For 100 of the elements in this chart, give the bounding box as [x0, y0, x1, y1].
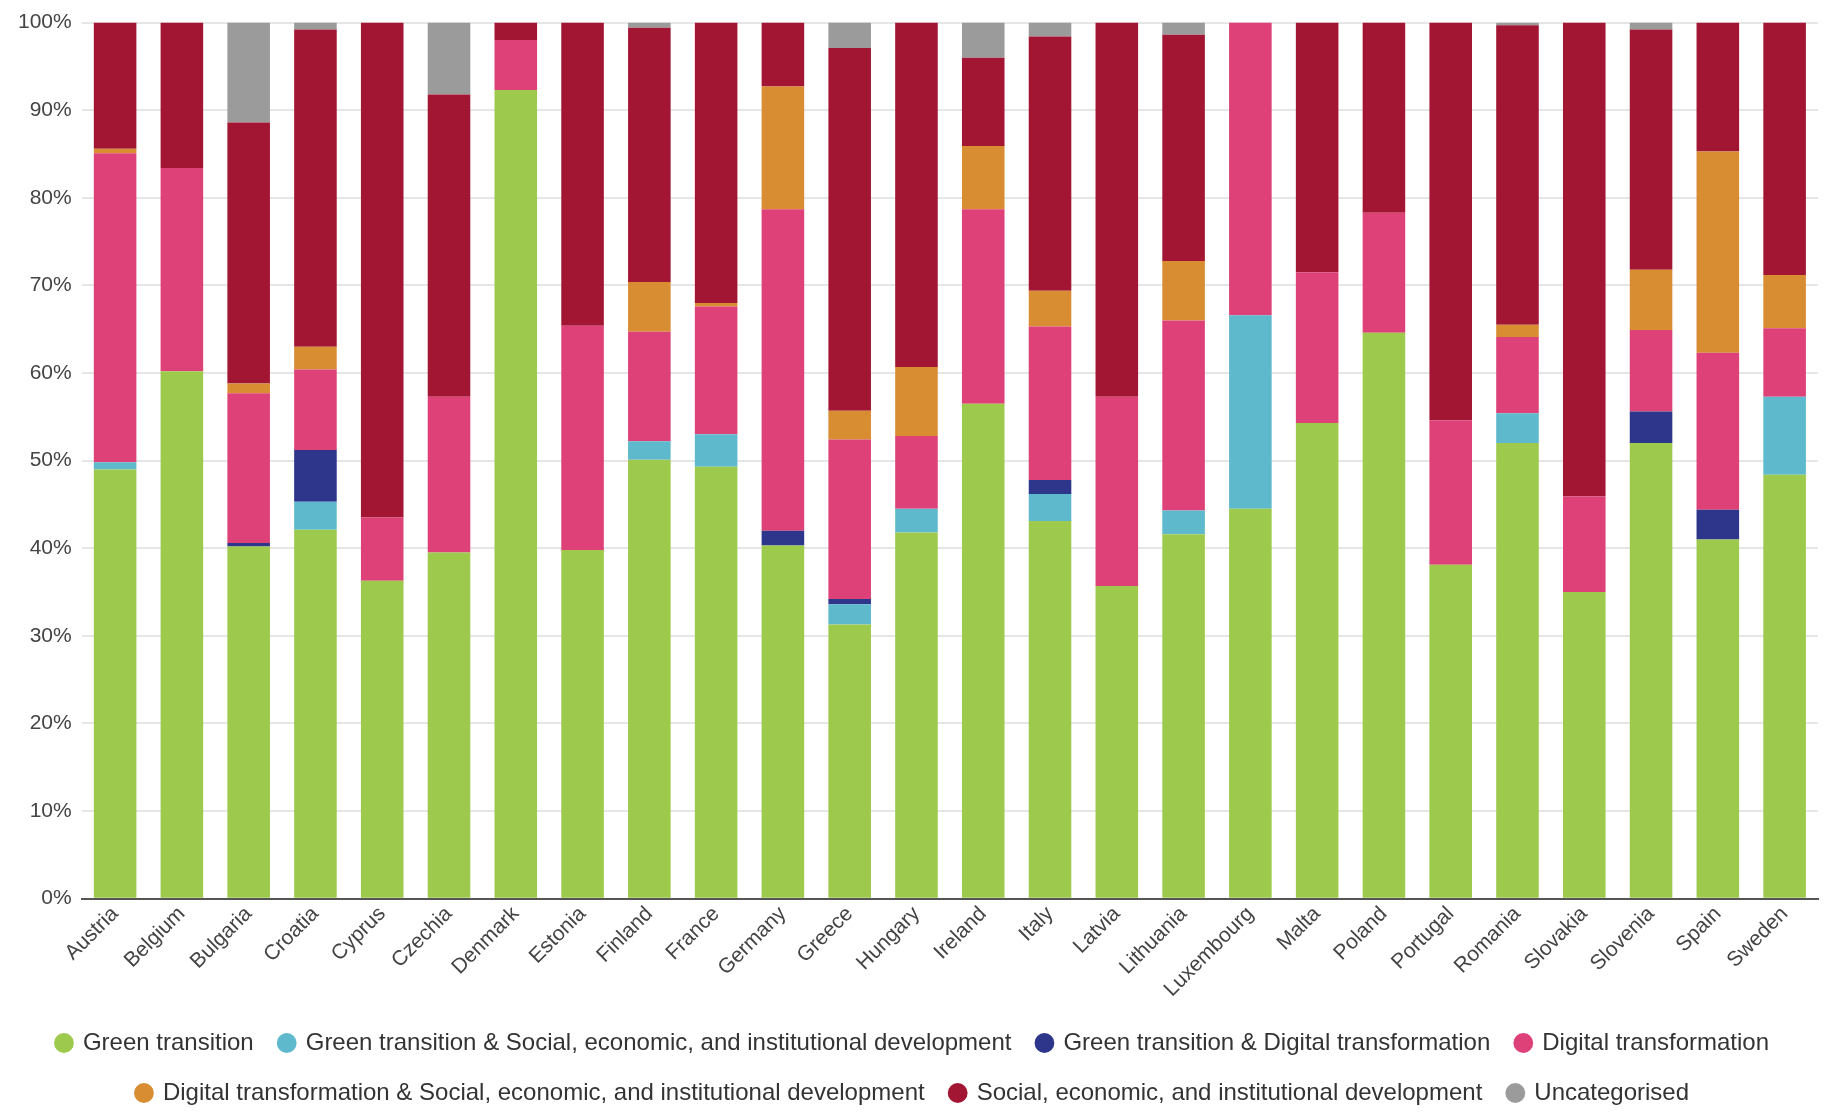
bar: [1295, 22, 1339, 273]
y-tick-label: 70%: [29, 272, 72, 296]
bar: [1629, 411, 1673, 444]
bar: [1295, 272, 1339, 423]
bar: [360, 22, 404, 518]
bar: [628, 281, 671, 332]
bar: [1562, 22, 1606, 497]
bar: [427, 396, 471, 553]
bar: [828, 48, 871, 411]
bar: [1028, 36, 1072, 291]
bar: [1629, 269, 1673, 331]
bar: [294, 529, 337, 898]
bar: [93, 153, 137, 463]
bar: [1162, 260, 1205, 321]
bar: [1696, 22, 1740, 152]
bar: [694, 434, 738, 467]
legend-label: Digital transformation & Social, economic, and institutional development: [162, 1077, 925, 1105]
bar: [494, 40, 538, 91]
bar: [628, 441, 671, 460]
bar: [494, 22, 538, 41]
bar: [1028, 326, 1072, 480]
bar: [427, 94, 471, 397]
bar: [761, 209, 805, 531]
bar: [227, 122, 270, 384]
bar: [1696, 352, 1740, 510]
bar: [227, 22, 270, 123]
bar: [694, 22, 738, 303]
bar: [895, 532, 938, 898]
bar: [1696, 509, 1740, 540]
bar: [1229, 315, 1272, 509]
bar: [628, 331, 671, 442]
bar: [1229, 508, 1272, 898]
bar: [694, 466, 738, 898]
bar: [1696, 539, 1740, 898]
bar: [1496, 324, 1539, 338]
bar: [1095, 585, 1139, 898]
bar: [828, 22, 871, 49]
legend-label: Green transition & Social, economic, and institutional development: [305, 1027, 1012, 1055]
bar: [1496, 25, 1539, 325]
bar: [227, 383, 270, 394]
bar: [761, 545, 805, 898]
bar: [628, 22, 671, 28]
bar: [1229, 22, 1272, 316]
bar: [1629, 22, 1673, 30]
legend-label: Uncategorised: [1534, 1077, 1690, 1105]
bar: [93, 22, 137, 149]
bar: [93, 462, 137, 470]
bar: [93, 148, 137, 154]
bar: [561, 22, 604, 326]
bar: [1496, 413, 1539, 444]
bar: [294, 501, 337, 530]
bar: [1362, 22, 1406, 213]
legend-label: Digital transformation: [1542, 1027, 1770, 1055]
bar: [160, 22, 204, 169]
bar: [1162, 22, 1205, 35]
bar: [761, 530, 805, 546]
bar: [1162, 534, 1205, 898]
bar: [1629, 29, 1673, 270]
y-tick-label: 80%: [29, 184, 72, 208]
y-tick-label: 20%: [29, 710, 72, 734]
bar: [561, 549, 604, 898]
bar: [961, 22, 1005, 58]
bar: [961, 57, 1005, 147]
y-tick-label: 50%: [29, 447, 72, 471]
bar: [227, 393, 270, 543]
bar: [1028, 479, 1072, 494]
bar: [828, 439, 871, 600]
bar: [294, 22, 337, 30]
bar: [961, 209, 1005, 404]
bar: [294, 450, 337, 502]
bar: [628, 459, 671, 898]
bar: [895, 22, 938, 367]
bar: [1295, 422, 1339, 898]
bar: [1496, 337, 1539, 414]
bar: [1162, 34, 1205, 261]
bar: [1629, 443, 1673, 898]
bar: [828, 599, 871, 605]
bar: [1162, 320, 1205, 511]
bar: [1562, 592, 1606, 898]
bar: [93, 469, 137, 898]
bar: [427, 22, 471, 95]
bar: [1429, 420, 1472, 565]
bar: [561, 325, 604, 550]
y-tick-label: 90%: [29, 97, 72, 120]
y-tick-label: 40%: [29, 535, 72, 559]
bar: [1028, 22, 1072, 37]
legend-label: Green transition: [82, 1027, 254, 1055]
bar: [427, 552, 471, 898]
bar: [961, 403, 1005, 898]
legend-label: Social, economic, and institutional development: [976, 1077, 1483, 1105]
bar: [1028, 493, 1072, 522]
bar: [1095, 22, 1139, 397]
bar: [628, 27, 671, 282]
bar: [895, 508, 938, 533]
bar: [1629, 330, 1673, 412]
bar: [1362, 212, 1406, 333]
y-tick-label: 10%: [29, 797, 72, 821]
y-tick-label: 0%: [41, 885, 72, 909]
bar: [1429, 564, 1472, 898]
bar: [828, 604, 871, 625]
